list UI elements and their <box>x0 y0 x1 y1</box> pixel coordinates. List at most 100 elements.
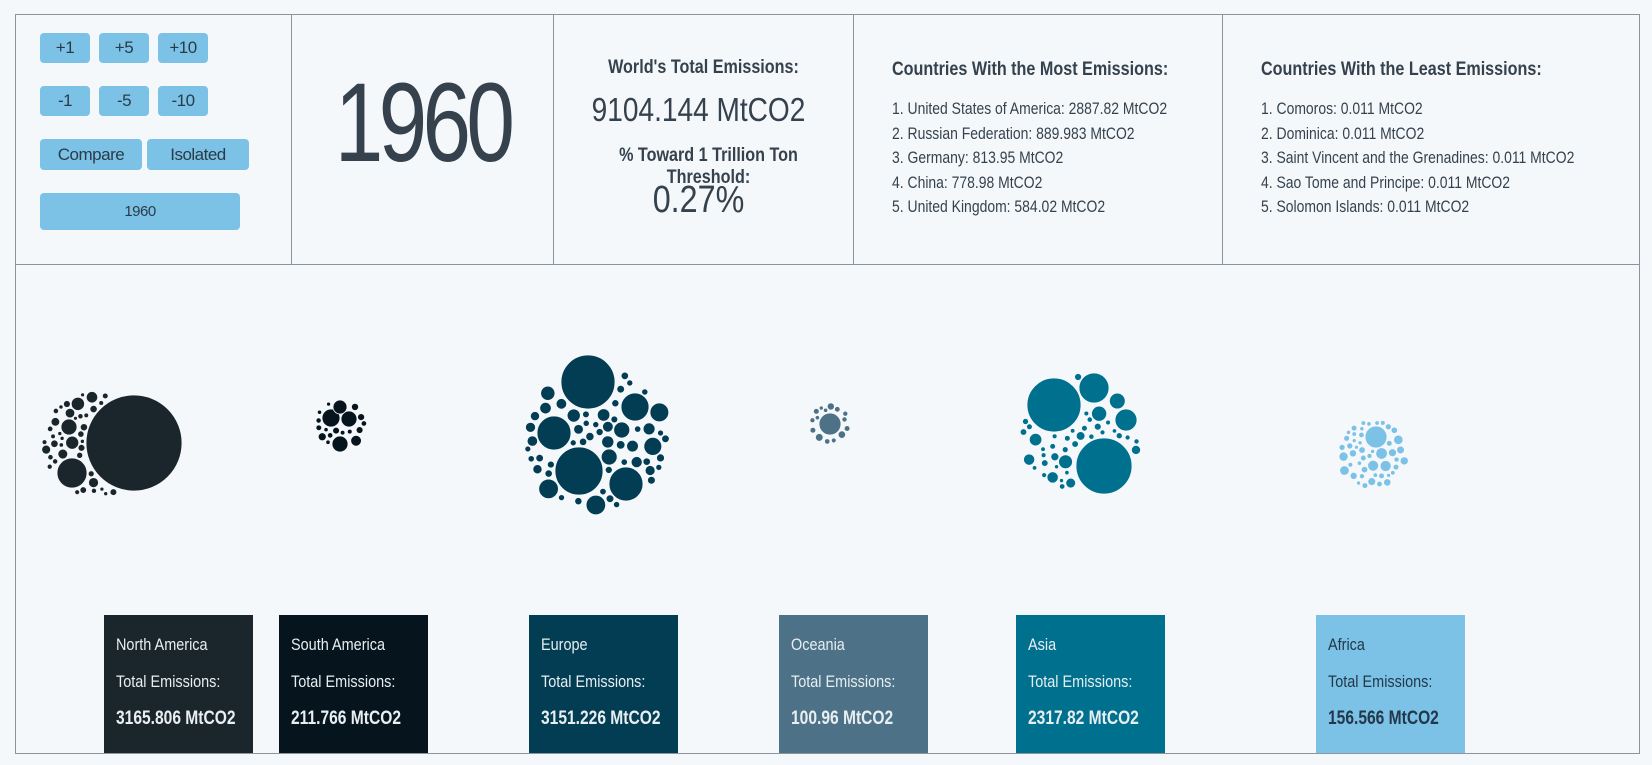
country-bubble[interactable] <box>837 430 846 439</box>
country-bubble[interactable] <box>1375 447 1388 460</box>
country-bubble[interactable] <box>1396 445 1405 455</box>
country-bubble[interactable] <box>1339 465 1350 476</box>
country-bubble[interactable] <box>88 477 99 488</box>
country-bubble[interactable] <box>1026 423 1033 431</box>
country-bubble[interactable] <box>535 453 544 463</box>
country-bubble[interactable] <box>525 421 536 433</box>
country-bubble[interactable] <box>1343 435 1351 442</box>
country-bubble[interactable] <box>843 425 851 432</box>
country-bubble[interactable] <box>578 437 588 446</box>
country-bubble[interactable] <box>842 410 849 417</box>
country-bubble[interactable] <box>1358 431 1365 439</box>
country-bubble[interactable] <box>1075 437 1133 495</box>
country-bubble[interactable] <box>1108 392 1126 410</box>
country-bubble[interactable] <box>1379 420 1386 426</box>
country-bubble[interactable] <box>616 384 625 394</box>
country-bubble[interactable] <box>834 406 841 413</box>
country-bubble[interactable] <box>1022 417 1029 425</box>
country-bubble[interactable] <box>58 442 64 448</box>
country-bubble[interactable] <box>582 419 590 427</box>
country-bubble[interactable] <box>630 456 643 469</box>
country-bubble[interactable] <box>1378 472 1385 480</box>
country-bubble[interactable] <box>315 417 322 424</box>
country-bubble[interactable] <box>1384 423 1392 431</box>
country-bubble[interactable] <box>1358 473 1365 480</box>
country-bubble[interactable] <box>1088 433 1095 440</box>
country-bubble[interactable] <box>1360 420 1367 426</box>
country-bubble[interactable] <box>1348 449 1357 458</box>
country-bubble[interactable] <box>1046 471 1059 484</box>
country-bubble[interactable] <box>85 394 183 492</box>
country-bubble[interactable] <box>538 478 559 500</box>
country-bubble[interactable] <box>1349 471 1358 480</box>
country-bubble[interactable] <box>610 415 619 424</box>
country-bubble[interactable] <box>596 408 611 422</box>
country-bubble[interactable] <box>649 402 670 423</box>
country-bubble[interactable] <box>321 408 341 428</box>
country-bubble[interactable] <box>1366 421 1372 427</box>
country-bubble[interactable] <box>602 420 614 433</box>
country-bubble[interactable] <box>1390 426 1398 434</box>
country-bubble[interactable] <box>826 402 835 411</box>
country-bubble[interactable] <box>555 398 568 410</box>
country-bubble[interactable] <box>540 385 556 401</box>
country-bubble[interactable] <box>818 412 842 436</box>
country-bubble[interactable] <box>1040 446 1046 452</box>
country-bubble[interactable] <box>1111 428 1118 434</box>
country-bubble[interactable] <box>350 434 362 447</box>
country-bubble[interactable] <box>101 392 109 400</box>
country-bubble[interactable] <box>73 415 78 421</box>
country-bubble[interactable] <box>1386 472 1392 478</box>
country-bubble[interactable] <box>634 425 642 433</box>
country-bubble[interactable] <box>585 494 607 516</box>
country-bubble[interactable] <box>1099 429 1106 436</box>
country-bubble[interactable] <box>58 404 64 410</box>
country-bubble[interactable] <box>560 354 616 410</box>
country-bubble[interactable] <box>1393 456 1400 463</box>
country-bubble[interactable] <box>1065 477 1077 489</box>
country-bubble[interactable] <box>1359 426 1365 432</box>
country-bubble[interactable] <box>1364 425 1388 449</box>
country-bubble[interactable] <box>74 489 81 496</box>
country-bubble[interactable] <box>1041 472 1048 478</box>
country-bubble[interactable] <box>56 457 88 489</box>
country-bubble[interactable] <box>600 448 618 466</box>
country-bubble[interactable] <box>1059 478 1064 484</box>
country-bubble[interactable] <box>1054 464 1060 470</box>
country-bubble[interactable] <box>41 439 48 446</box>
country-bubble[interactable] <box>332 399 348 415</box>
country-bubble[interactable] <box>83 412 90 419</box>
country-bubble[interactable] <box>1350 424 1358 432</box>
country-bubble[interactable] <box>1091 405 1108 422</box>
country-bubble[interactable] <box>1078 372 1110 404</box>
country-bubble[interactable] <box>661 434 670 444</box>
country-bubble[interactable] <box>77 444 86 452</box>
country-bubble[interactable] <box>595 428 604 437</box>
country-bubble[interactable] <box>50 433 56 440</box>
country-bubble[interactable] <box>532 464 543 475</box>
country-bubble[interactable] <box>582 410 590 419</box>
country-bubble[interactable] <box>331 435 349 453</box>
country-bubble[interactable] <box>1376 480 1383 488</box>
country-bubble[interactable] <box>1374 420 1380 426</box>
country-bubble[interactable] <box>326 401 332 407</box>
country-bubble[interactable] <box>642 457 651 466</box>
country-bubble[interactable] <box>1115 432 1123 440</box>
country-bubble[interactable] <box>544 469 553 478</box>
country-bubble[interactable] <box>326 432 334 439</box>
country-bubble[interactable] <box>1367 459 1379 472</box>
country-bubble[interactable] <box>573 424 584 435</box>
country-bubble[interactable] <box>647 475 656 485</box>
country-bubble[interactable] <box>59 435 65 441</box>
country-bubble[interactable] <box>355 426 364 434</box>
country-bubble[interactable] <box>824 438 831 445</box>
country-bubble[interactable] <box>812 408 820 415</box>
country-bubble[interactable] <box>65 435 80 450</box>
country-bubble[interactable] <box>1041 459 1049 467</box>
country-bubble[interactable] <box>340 410 358 428</box>
country-bubble[interactable] <box>99 486 105 492</box>
country-bubble[interactable] <box>604 465 613 474</box>
country-bubble[interactable] <box>1083 410 1090 417</box>
country-bubble[interactable] <box>536 415 572 451</box>
minus-5-button[interactable]: -5 <box>99 86 149 116</box>
